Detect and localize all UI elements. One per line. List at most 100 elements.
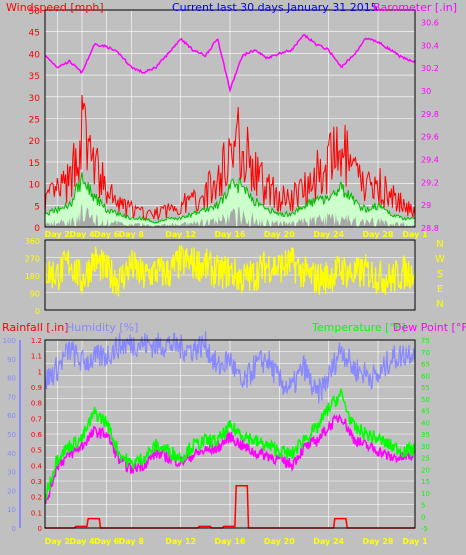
- direction-tick-label: 0: [35, 307, 40, 316]
- rain-x-tick-label: Day 4: [69, 537, 95, 546]
- barometer-tick-label: 30.6: [421, 18, 439, 27]
- wind-x-tick-label: Day 6: [94, 230, 120, 239]
- rain-x-tick-label: Day 20: [264, 537, 295, 546]
- barometer-tick-label: 30.2: [421, 64, 439, 73]
- rainfall-tick-label: 0.1: [31, 509, 42, 517]
- rainfall-axis-title: Rainfall [.in]: [2, 321, 69, 334]
- temperature-tick-label: 20: [421, 466, 430, 474]
- windspeed-axis-title: Windspeed [mph]: [6, 1, 104, 14]
- temperature-tick-label: 70: [421, 349, 430, 357]
- direction-tick-label: 90: [30, 290, 40, 299]
- wind-x-tick-label: Day 1: [402, 230, 428, 239]
- rainfall-tick-label: 0.3: [31, 478, 42, 486]
- temperature-tick-label: 45: [421, 408, 430, 416]
- wind-x-tick-label: Day 28: [363, 230, 394, 239]
- windspeed-tick-label: 10: [29, 181, 41, 191]
- temperature-tick-label: 40: [421, 419, 430, 427]
- wind-x-tick-label: Day 4: [69, 230, 95, 239]
- chart-title: Current last 30 days January 31 2015: [172, 1, 378, 14]
- direction-tick-label: 360: [25, 237, 40, 246]
- rain-humidity-temp-frame: [44, 339, 416, 529]
- rain-x-tick-label: Day 16: [215, 537, 246, 546]
- temperature-line: [44, 388, 416, 503]
- wind-calm-fill: [45, 203, 415, 227]
- wind-direction-frame: [44, 239, 416, 311]
- humidity-tick-label: 40: [7, 450, 16, 458]
- rainfall-tick-label: 1: [38, 368, 42, 376]
- wind-x-tick-label: Day 20: [264, 230, 295, 239]
- rain-humidity-temp-x-labels: Day 2 Day 4 Day 6 Day 8 Day 12 Day 16 Day 20 Da…: [45, 537, 428, 546]
- wind-barometer-x-labels: Day 2 Day 4 Day 6 Day 8 Day 12 Day 16 Day 20 Da…: [45, 230, 428, 239]
- temperature-tick-label: 60: [421, 372, 430, 380]
- wind-average-line: [44, 172, 416, 224]
- windspeed-axis: 0 5 10 15 20 25 30 35 40 45 50: [29, 7, 41, 234]
- humidity-axis-title: Humidity [%]: [66, 321, 138, 334]
- wind-direction-line: [44, 245, 416, 297]
- wind-average-fill: [45, 172, 415, 227]
- dewpoint-line: [44, 413, 416, 505]
- barometer-tick-label: 29.6: [421, 133, 439, 142]
- barometer-tick-label: 29.4: [421, 155, 439, 164]
- humidity-tick-label: 20: [7, 487, 16, 495]
- windspeed-tick-label: 25: [29, 116, 40, 126]
- rainfall-tick-label: 0.5: [31, 447, 42, 455]
- humidity-tick-label: 60: [7, 412, 16, 420]
- wind-x-tick-label: Day 2: [45, 230, 70, 239]
- barometer-tick-label: 29.2: [421, 178, 439, 187]
- barometer-tick-label: 28.8: [421, 224, 439, 233]
- compass-letter: N: [436, 239, 443, 250]
- humidity-line: [44, 331, 416, 404]
- rainfall-tick-label: 0.6: [31, 431, 43, 439]
- temperature-tick-label: 10: [421, 490, 430, 498]
- rainfall-axis: 0 0.1 0.2 0.3 0.4 0.5 0.6 0.7 0.8 0.9 1 1.1 1.2: [31, 337, 43, 533]
- rainfall-tick-label: 0: [38, 525, 42, 533]
- windspeed-tick-label: 30: [29, 94, 41, 104]
- rainfall-tick-label: 1.2: [31, 337, 42, 345]
- temperature-tick-label: 5: [421, 502, 425, 510]
- rain-x-tick-label: Day 28: [363, 537, 394, 546]
- temperature-tick-label: 30: [421, 443, 430, 451]
- rainfall-tick-label: 1.1: [31, 353, 42, 361]
- compass-letter: N: [436, 299, 443, 310]
- humidity-tick-label: 80: [7, 375, 16, 383]
- temperature-tick-label: 25: [421, 455, 430, 463]
- rain-x-tick-label: Day 8: [119, 537, 145, 546]
- barometer-line: [44, 33, 416, 93]
- rainfall-tick-label: 0.7: [31, 415, 42, 423]
- windspeed-tick-label: 50: [29, 7, 41, 17]
- humidity-tick-label: 100: [3, 337, 16, 345]
- wind-x-tick-label: Day 12: [165, 230, 196, 239]
- barometer-tick-label: 29: [421, 201, 431, 210]
- temperature-tick-label: -5: [421, 525, 428, 533]
- rainfall-tick-label: 0.4: [31, 462, 43, 470]
- compass-letter: W: [435, 254, 445, 265]
- temperature-tick-label: 0: [421, 513, 425, 521]
- temperature-tick-label: 35: [421, 431, 430, 439]
- direction-tick-label: 180: [25, 272, 40, 281]
- barometer-axis: 28.8 29 29.2 29.4 29.6 29.8 30 30.2 30.4 30.6: [421, 18, 439, 233]
- humidity-tick-label: 50: [7, 431, 16, 439]
- windspeed-tick-label: 35: [29, 72, 40, 82]
- wind-x-tick-label: Day 8: [119, 230, 145, 239]
- temperature-axis-title: Temperature [°F]: [311, 321, 406, 334]
- barometer-axis-title: Barometer [.in]: [373, 1, 457, 14]
- wind-x-tick-label: Day 16: [215, 230, 246, 239]
- rain-x-tick-label: Day 6: [94, 537, 120, 546]
- rain-x-tick-label: Day 12: [165, 537, 196, 546]
- windspeed-tick-label: 15: [29, 159, 40, 169]
- humidity-tick-label: 70: [7, 393, 16, 401]
- rain-humidity-temp-panel: 0 0.1 0.2 0.3 0.4 0.5 0.6 0.7 0.8 0.9 1 1.1 1.2 0 10 2…: [2, 321, 466, 546]
- wind-direction-marks: [44, 245, 416, 297]
- rain-x-tick-label: Day 24: [313, 537, 344, 546]
- barometer-tick-label: 30: [421, 87, 431, 96]
- temperature-tick-label: 65: [421, 361, 430, 369]
- temperature-tick-label: 15: [421, 478, 430, 486]
- windspeed-tick-label: 5: [34, 202, 40, 212]
- humidity-tick-label: 10: [7, 506, 16, 514]
- temperature-tick-label: 75: [421, 337, 430, 345]
- wind-speed-line: [44, 94, 416, 221]
- windspeed-tick-label: 20: [29, 137, 41, 147]
